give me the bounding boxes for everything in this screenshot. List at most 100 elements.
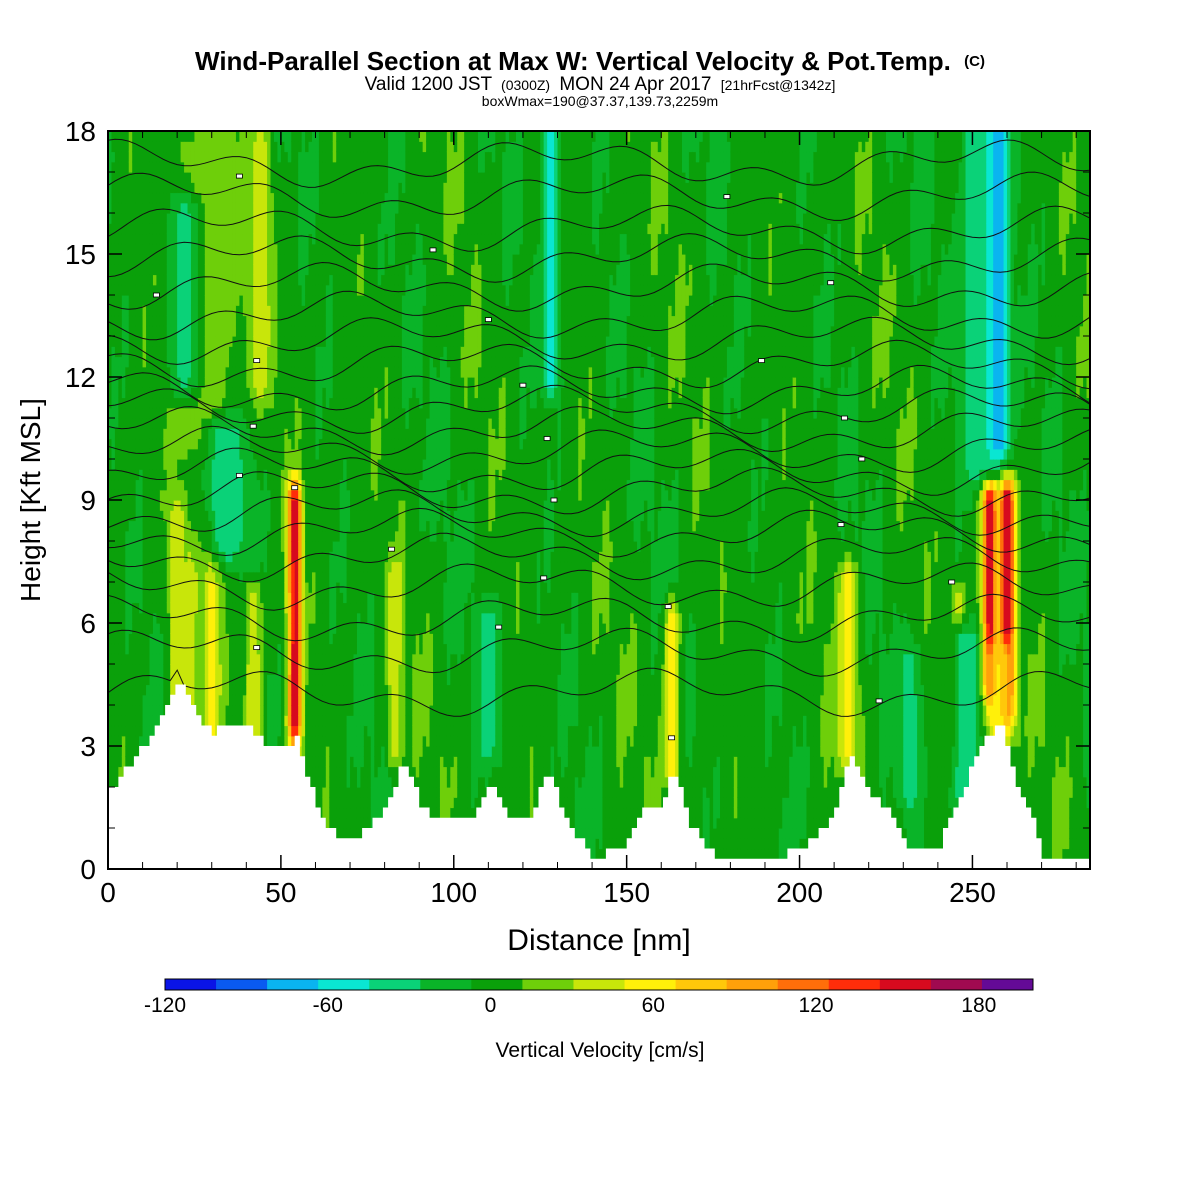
velocity-cell [273, 141, 279, 153]
velocity-cell [118, 284, 123, 296]
velocity-cell [135, 233, 140, 245]
velocity-cell [343, 336, 348, 347]
velocity-cell [260, 469, 265, 481]
velocity-cell [260, 202, 265, 214]
velocity-cell [184, 674, 189, 686]
velocity-cell [173, 561, 178, 573]
velocity-cell [149, 520, 154, 532]
velocity-cell [173, 541, 178, 552]
velocity-cell [343, 797, 348, 809]
velocity-cell [339, 571, 344, 583]
velocity-cell [298, 612, 303, 624]
velocity-cell [222, 284, 227, 296]
velocity-cell [270, 694, 275, 706]
velocity-cell [343, 479, 348, 491]
velocity-cell [308, 664, 313, 675]
velocity-cell [325, 192, 330, 204]
velocity-cell [270, 377, 275, 388]
velocity-cell [332, 182, 337, 194]
velocity-cell [312, 131, 317, 142]
velocity-cell [159, 561, 164, 573]
velocity-cell [173, 131, 178, 142]
velocity-cell [225, 223, 230, 235]
velocity-cell [114, 325, 119, 337]
velocity-cell [270, 161, 275, 173]
velocity-cell [318, 459, 323, 470]
velocity-cell [211, 438, 216, 450]
velocity-cell [184, 284, 189, 296]
velocity-cell [180, 223, 185, 235]
velocity-cell [291, 510, 296, 522]
velocity-cell [111, 223, 116, 235]
velocity-cell [256, 407, 261, 419]
velocity-cell [163, 541, 168, 552]
velocity-cell [329, 366, 334, 378]
velocity-cell [152, 694, 158, 706]
velocity-cell [125, 705, 130, 716]
velocity-cell [280, 346, 285, 358]
velocity-cell [121, 131, 126, 142]
velocity-cell [159, 366, 164, 378]
velocity-cell [201, 223, 206, 235]
velocity-cell [180, 274, 185, 286]
velocity-cell [108, 664, 113, 675]
velocity-cell [128, 172, 133, 183]
velocity-cell [108, 428, 113, 440]
velocity-cell [263, 254, 268, 265]
velocity-cell [194, 592, 199, 604]
velocity-cell [280, 213, 285, 224]
chart-title-suffix: (C) [964, 53, 985, 70]
velocity-cell [170, 643, 175, 655]
velocity-cell [194, 674, 199, 686]
velocity-cell [128, 202, 133, 214]
velocity-cell [318, 223, 323, 235]
velocity-cell [346, 766, 351, 778]
velocity-cell [201, 141, 206, 153]
velocity-cell [215, 715, 220, 727]
velocity-cell [277, 274, 282, 286]
velocity-cell [139, 571, 144, 583]
velocity-cell [253, 653, 258, 665]
velocity-cell [294, 377, 299, 388]
velocity-cell [301, 746, 306, 757]
velocity-cell [322, 397, 327, 409]
velocity-cell [118, 643, 123, 655]
velocity-cell [222, 623, 227, 634]
velocity-cell [280, 500, 285, 511]
velocity-cell [125, 725, 130, 737]
velocity-cell [225, 295, 230, 306]
velocity-cell [325, 305, 330, 317]
velocity-cell [312, 192, 317, 204]
velocity-cell [173, 151, 178, 163]
velocity-cell [343, 459, 348, 470]
velocity-cell [273, 530, 279, 542]
velocity-cell [142, 182, 147, 194]
velocity-cell [312, 141, 317, 153]
velocity-cell [329, 202, 334, 214]
velocity-cell [156, 602, 161, 614]
velocity-cell [325, 694, 330, 706]
velocity-cell [301, 161, 306, 173]
velocity-cell [111, 131, 116, 142]
velocity-cell [146, 141, 151, 153]
velocity-cell [273, 623, 279, 634]
velocity-cell [315, 510, 320, 522]
velocity-cell [322, 571, 327, 583]
velocity-cell [225, 674, 230, 686]
velocity-cell [346, 715, 351, 727]
velocity-cell [291, 182, 296, 194]
velocity-cell [149, 397, 154, 409]
velocity-cell [111, 243, 116, 255]
velocity-cell [339, 623, 344, 634]
velocity-cell [218, 684, 223, 696]
velocity-cell [273, 561, 279, 573]
velocity-cell [177, 407, 182, 419]
velocity-cell [173, 202, 178, 214]
velocity-cell [111, 735, 116, 747]
velocity-cell [114, 684, 119, 696]
velocity-cell [114, 735, 119, 747]
velocity-cell [166, 243, 171, 255]
velocity-cell [222, 182, 227, 194]
velocity-cell [332, 510, 337, 522]
velocity-cell [156, 192, 161, 204]
